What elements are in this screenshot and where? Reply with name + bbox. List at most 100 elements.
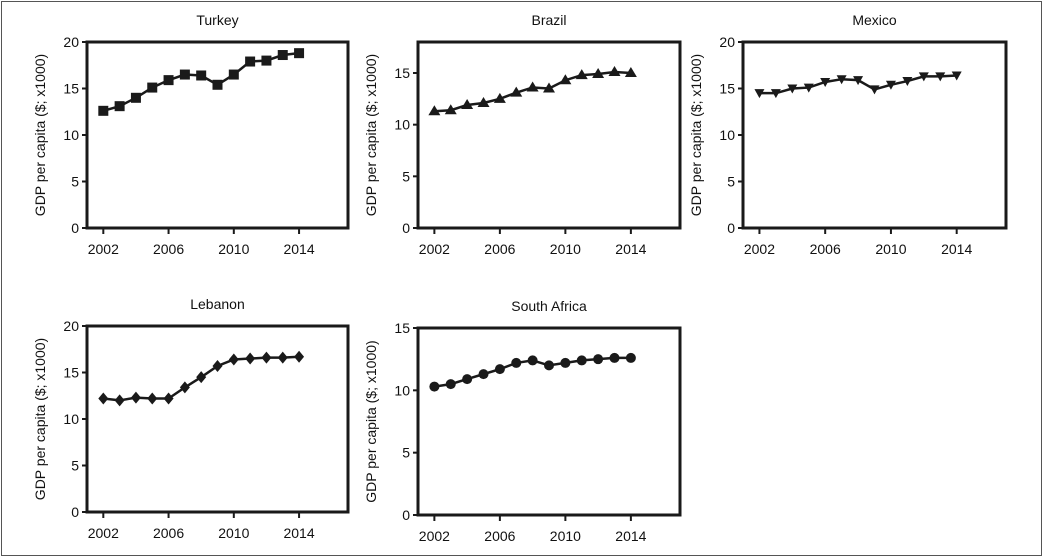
data-point-square <box>228 69 239 80</box>
plot-frame <box>416 40 682 230</box>
data-point-square <box>245 56 256 67</box>
data-point-triangle <box>493 92 506 103</box>
y-tick-label: 15 <box>63 365 79 381</box>
panel-title: Turkey <box>196 12 238 28</box>
panel-lebanon: Lebanon 0 5 10 15 20 2002 2006 2010 2014 GDP per c… <box>32 296 350 541</box>
y-tick-label: 5 <box>71 174 79 190</box>
y-tick-label: 0 <box>727 220 735 236</box>
data-point-triangle-down <box>803 83 814 93</box>
data-point-triangle <box>608 65 621 76</box>
data-point-square <box>130 92 141 103</box>
y-tick-label: 15 <box>719 81 735 97</box>
x-tick-label: 2002 <box>88 241 119 257</box>
plot-frame <box>85 40 350 230</box>
y-tick-label: 10 <box>394 117 410 133</box>
data-point-triangle-down <box>951 71 962 81</box>
x-tick-label: 2014 <box>283 525 314 541</box>
data-point-square <box>261 55 272 66</box>
panel-title: South Africa <box>511 298 587 314</box>
y-tick-label: 20 <box>63 318 79 334</box>
data-point-triangle-down <box>935 72 946 82</box>
panel-brazil: Brazil 0 5 10 15 2002 2006 2010 2014 GDP per capi… <box>363 12 682 257</box>
x-tick-label: 2002 <box>419 241 450 257</box>
data-point-triangle <box>428 105 441 116</box>
data-point-circle <box>462 374 473 385</box>
data-point-circle <box>593 354 604 365</box>
data-point-square <box>294 48 305 59</box>
data-point-circle <box>511 357 522 368</box>
panel-south-africa: South Africa 0 5 10 15 2002 2006 2010 2014 GDP pe… <box>363 298 682 544</box>
x-tick-label: 2002 <box>744 241 775 257</box>
y-tick-label: 0 <box>71 504 79 520</box>
y-axis-label: GDP per capita ($; x1000) <box>32 338 48 500</box>
data-point-triangle-down <box>869 85 880 95</box>
y-tick-label: 10 <box>63 127 79 143</box>
plot-frame <box>741 40 1008 230</box>
x-tick-label: 2010 <box>550 528 581 544</box>
data-point-triangle <box>444 104 457 115</box>
data-point-triangle-down <box>918 72 929 82</box>
data-point-circle <box>560 357 571 368</box>
y-tick-label: 20 <box>719 34 735 50</box>
x-tick-label: 2002 <box>88 525 119 541</box>
data-point-diamond <box>130 391 141 404</box>
data-point-square <box>196 70 207 81</box>
data-point-triangle-down <box>820 77 831 87</box>
data-point-square <box>98 105 109 116</box>
y-tick-label: 0 <box>402 220 410 236</box>
data-point-circle <box>445 379 456 390</box>
data-point-diamond <box>261 351 272 364</box>
panel-turkey: Turkey 0 5 10 15 20 2002 2006 2010 2014 GDP per ca… <box>32 12 350 257</box>
y-tick-label: 15 <box>394 65 410 81</box>
data-point-triangle <box>543 82 555 93</box>
y-axis-label: GDP per capita ($; x1000) <box>363 340 379 502</box>
data-point-triangle-down <box>770 89 781 99</box>
x-tick-label: 2006 <box>153 525 184 541</box>
data-point-triangle <box>624 67 637 77</box>
data-point-diamond <box>147 392 158 405</box>
y-tick-label: 10 <box>63 411 79 427</box>
data-point-diamond <box>277 351 288 364</box>
data-point-triangle-down <box>885 80 896 90</box>
panel-mexico: Mexico 0 5 10 15 20 2002 2006 2010 2014 GDP per ca… <box>688 12 1008 257</box>
y-axis-label: GDP per capita ($; x1000) <box>32 54 48 216</box>
data-point-diamond <box>98 392 109 405</box>
panel-title: Mexico <box>852 12 897 28</box>
data-point-triangle <box>461 99 474 110</box>
data-point-circle <box>527 355 538 366</box>
x-tick-label: 2014 <box>615 241 646 257</box>
data-point-circle <box>609 352 620 363</box>
y-tick-label: 5 <box>71 458 79 474</box>
data-point-diamond <box>228 353 239 366</box>
y-tick-label: 10 <box>394 382 410 398</box>
data-point-triangle <box>510 86 523 97</box>
panel-title: Lebanon <box>190 296 245 312</box>
data-point-diamond <box>163 392 174 405</box>
data-point-square <box>114 101 125 112</box>
data-point-diamond <box>114 394 125 407</box>
data-point-triangle-down <box>754 89 765 99</box>
x-tick-label: 2010 <box>218 241 249 257</box>
x-tick-label: 2010 <box>218 525 249 541</box>
y-axis-label: GDP per capita ($; x1000) <box>363 54 379 216</box>
data-point-triangle <box>592 68 605 79</box>
data-point-triangle <box>477 96 490 107</box>
x-tick-label: 2014 <box>615 528 646 544</box>
x-tick-label: 2010 <box>550 241 581 257</box>
data-point-square <box>277 50 288 61</box>
data-point-triangle-down <box>787 84 798 94</box>
data-point-circle <box>544 360 554 371</box>
y-tick-label: 10 <box>719 127 735 143</box>
data-point-square <box>163 75 174 86</box>
x-tick-label: 2010 <box>875 241 906 257</box>
y-tick-label: 5 <box>402 445 410 461</box>
panel-title: Brazil <box>531 12 566 28</box>
data-point-circle <box>494 364 505 375</box>
x-tick-label: 2006 <box>484 241 515 257</box>
data-point-diamond <box>245 352 256 365</box>
y-axis-label: GDP per capita ($; x1000) <box>688 54 704 216</box>
x-tick-label: 2014 <box>941 241 972 257</box>
data-point-diamond <box>212 359 223 372</box>
